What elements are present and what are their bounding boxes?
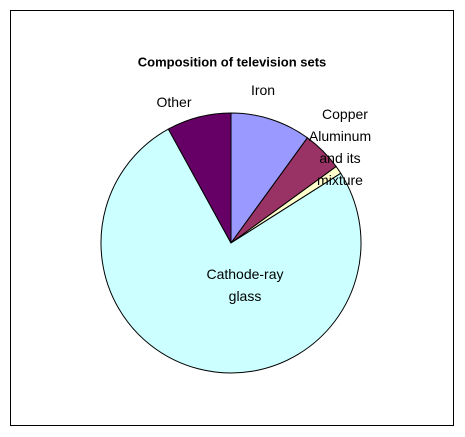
chart-title: Composition of television sets [137,54,327,70]
pie-slice [100,128,362,374]
slice-label: Iron [250,82,276,98]
slice-label: Copper [322,106,368,122]
pie-slice [230,112,309,245]
chart-frame [10,10,454,426]
pie-slice [167,112,232,244]
slice-label: Aluminum and its mixture [308,128,372,188]
slice-label: Other [156,94,192,110]
slice-label: Cathode-ray glass [206,266,284,304]
